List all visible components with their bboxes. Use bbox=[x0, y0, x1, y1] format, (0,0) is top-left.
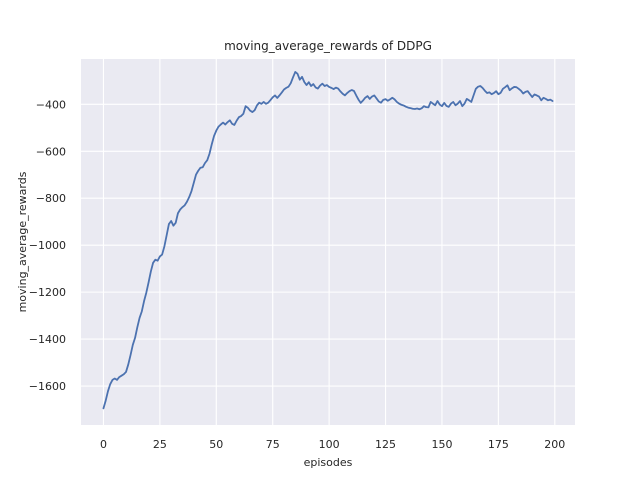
x-tick-label: 75 bbox=[266, 438, 280, 451]
y-tick-labels: −400 −600 −800 −1000 −1200 −1400 −1600 bbox=[29, 98, 66, 393]
x-axis-label: episodes bbox=[304, 456, 353, 469]
y-tick-label: −400 bbox=[36, 98, 66, 111]
plot-area bbox=[81, 59, 575, 425]
x-tick-label: 100 bbox=[319, 438, 340, 451]
y-tick-label: −1600 bbox=[29, 380, 66, 393]
x-tick-label: 25 bbox=[153, 438, 167, 451]
y-tick-label: −600 bbox=[36, 145, 66, 158]
y-tick-label: −1200 bbox=[29, 286, 66, 299]
y-axis-label: moving_average_rewards bbox=[16, 171, 29, 312]
x-tick-labels: 0 25 50 75 100 125 150 175 200 bbox=[100, 438, 565, 451]
moving-average-line bbox=[102, 71, 554, 410]
x-tick-label: 125 bbox=[375, 438, 396, 451]
x-tick-label: 175 bbox=[488, 438, 509, 451]
gridlines bbox=[81, 59, 575, 425]
chart-title: moving_average_rewards of DDPG bbox=[224, 39, 432, 53]
y-tick-label: −800 bbox=[36, 192, 66, 205]
x-tick-label: 150 bbox=[431, 438, 452, 451]
y-tick-label: −1400 bbox=[29, 333, 66, 346]
y-tick-label: −1000 bbox=[29, 239, 66, 252]
x-tick-label: 200 bbox=[544, 438, 565, 451]
x-tick-label: 0 bbox=[100, 438, 107, 451]
x-tick-label: 50 bbox=[209, 438, 223, 451]
